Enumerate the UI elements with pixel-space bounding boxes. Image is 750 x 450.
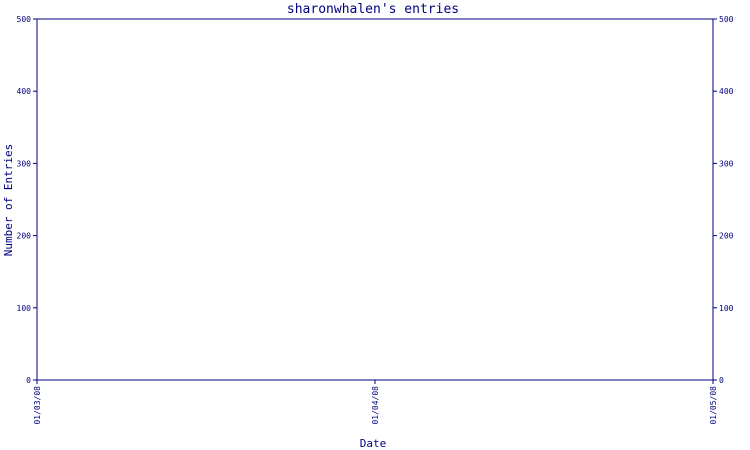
x-axis: 01/03/08 01/04/08 01/05/08 [33,380,718,425]
y-tick-label-right: 300 [719,159,734,168]
y-tick-label-left: 300 [17,159,32,168]
x-tick-label: 01/04/08 [371,386,380,425]
y-tick-label-right: 400 [719,87,734,96]
y-tick-label-left: 0 [26,376,31,385]
y-tick-label-right: 500 [719,15,734,24]
right-y-axis: 0 100 200 300 400 500 [713,15,734,385]
plot-area [36,18,714,381]
y-tick-label-right: 100 [719,304,734,313]
y-tick-label-left: 400 [17,87,32,96]
y-tick-label-right: 0 [719,376,724,385]
y-tick-label-left: 100 [17,304,32,313]
x-tick-label: 01/03/08 [33,386,42,425]
left-y-axis: 0 100 200 300 400 500 [17,15,37,385]
y-tick-label-left: 500 [17,15,32,24]
y-tick-label-left: 200 [17,232,32,241]
y-tick-label-right: 200 [719,232,734,241]
chart-title: sharonwhalen's entries [287,2,459,17]
x-tick-label: 01/05/08 [709,386,718,425]
x-axis-label: Date [360,437,387,450]
y-axis-label: Number of Entries [2,144,15,257]
